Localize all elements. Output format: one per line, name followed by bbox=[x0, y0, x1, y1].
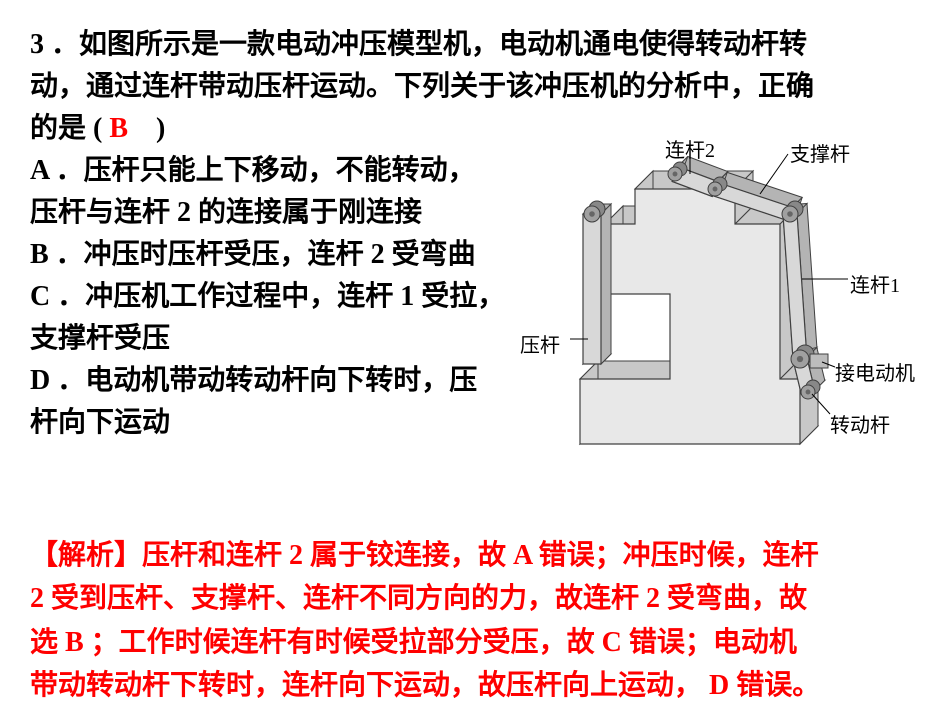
stem-line-3-prefix: 的是 ( bbox=[30, 113, 102, 144]
option-d-line2: 杆向下运动 bbox=[30, 402, 510, 444]
option-b: B ．冲压时压杆受压，连杆 2 受弯曲 bbox=[30, 234, 510, 276]
option-c-line1: C ．冲压机工作过程中，连杆 1 受拉， bbox=[30, 276, 510, 318]
question-stem: 3 ．如图所示是一款电动冲压模型机，电动机通电使得转动杆转 动，通过连杆带动压杆… bbox=[30, 24, 920, 150]
option-c-line2: 支撑杆受压 bbox=[30, 318, 510, 360]
stem-line-1: 3 ．如图所示是一款电动冲压模型机，电动机通电使得转动杆转 bbox=[30, 29, 807, 60]
diagram-area: 连杆2 支撑杆 连杆1 压杆 接电动机 转动杆 bbox=[490, 134, 910, 464]
analysis-block: 【解析】压杆和连杆 2 属于铰连接，故 A 错误；冲压时候，连杆 2 受到压杆、… bbox=[30, 534, 920, 708]
options-list: A ．压杆只能上下移动，不能转动， 压杆与连杆 2 的连接属于刚连接 B ．冲压… bbox=[30, 150, 510, 444]
analysis-l1: 【解析】压杆和连杆 2 属于铰连接，故 A 错误；冲压时候，连杆 bbox=[30, 540, 819, 571]
label-liangan1: 连杆1 bbox=[850, 269, 900, 298]
analysis-l3: 选 B ；工作时候连杆有时候受拉部分受压，故 C 错误；电动机 bbox=[30, 627, 797, 658]
option-a-line2: 压杆与连杆 2 的连接属于刚连接 bbox=[30, 192, 510, 234]
label-yagan: 压杆 bbox=[520, 329, 560, 358]
analysis-l2: 2 受到压杆、支撑杆、连杆不同方向的力，故连杆 2 受弯曲，故 bbox=[30, 583, 807, 614]
stem-line-3-suffix: ) bbox=[128, 113, 165, 144]
stem-line-2: 动，通过连杆带动压杆运动。下列关于该冲压机的分析中，正确 bbox=[30, 71, 814, 102]
label-jiediandongji: 接电动机 bbox=[835, 357, 915, 386]
analysis-l4: 带动转动杆下转时，连杆向下运动，故压杆向上运动， D 错误。 bbox=[30, 670, 820, 701]
option-d-line1: D ．电动机带动转动杆向下转时，压 bbox=[30, 360, 510, 402]
label-liangan2: 连杆2 bbox=[665, 134, 715, 163]
label-zhuandonggan: 转动杆 bbox=[830, 409, 890, 438]
question-block: 3 ．如图所示是一款电动冲压模型机，电动机通电使得转动杆转 动，通过连杆带动压杆… bbox=[30, 24, 920, 444]
label-zhichenggan: 支撑杆 bbox=[790, 138, 850, 167]
answer-letter: B bbox=[102, 113, 128, 144]
option-a-line1: A ．压杆只能上下移动，不能转动， bbox=[30, 150, 510, 192]
